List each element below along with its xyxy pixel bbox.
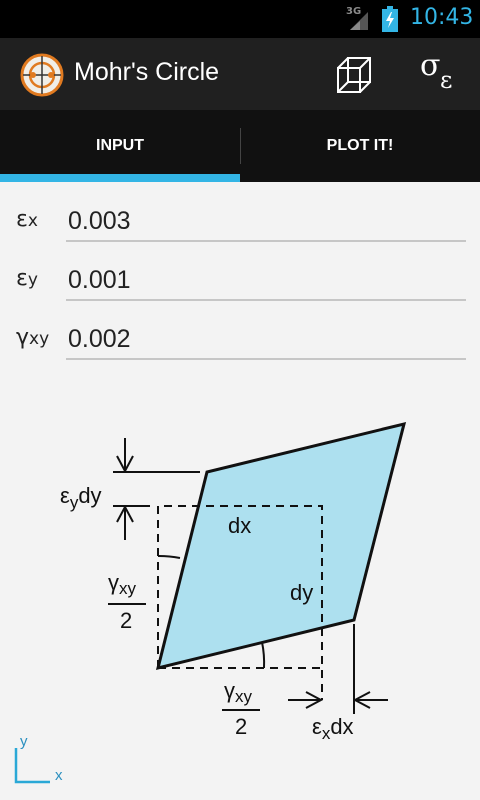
epsilon-y-input[interactable] <box>66 261 466 301</box>
app-title: Mohr's Circle <box>74 58 220 86</box>
two-label: 2 <box>235 714 247 739</box>
tab-selected-indicator <box>0 174 240 182</box>
label-part: xy <box>119 579 137 598</box>
original-element-outline <box>157 505 323 700</box>
label-part: xy <box>235 687 253 706</box>
epsilon-y-subscript: y <box>27 270 38 290</box>
cube-icon[interactable] <box>330 52 378 98</box>
strain-element-diagram: εydy dx dy γxy 2 γxy 2 εxdx y x <box>14 421 407 784</box>
signal-strength-icon <box>350 12 368 30</box>
epsilon-y-dy-label: εydy <box>60 483 102 512</box>
epsilon-y-label: εy <box>16 266 38 291</box>
epsilon-x-dx-label: εxdx <box>312 714 354 743</box>
epsilon-x-label: εx <box>16 207 38 232</box>
gamma-xy-subscript: xy <box>29 329 50 349</box>
tab-input[interactable]: INPUT <box>96 137 144 154</box>
label-part: y <box>70 493 79 512</box>
label-part: ε <box>312 714 322 739</box>
label-part: γ <box>224 678 235 703</box>
network-type-label: 3G <box>346 6 362 17</box>
sigma-symbol: σ <box>420 48 441 83</box>
sigma-epsilon-icon[interactable]: σ ε <box>410 44 474 104</box>
gamma-xy-label: γxy <box>16 325 49 350</box>
gamma-xy-input[interactable] <box>66 320 466 360</box>
arrow-down-icon <box>116 455 134 474</box>
tab-plot-it[interactable]: PLOT IT! <box>326 137 394 154</box>
arrow-up-icon <box>116 504 134 523</box>
app-logo-icon[interactable] <box>20 53 64 97</box>
status-bar: 3G 10:43 <box>0 0 480 38</box>
gamma-xy-symbol: γ <box>16 325 30 350</box>
shear-angle-arc-bottom <box>261 641 266 669</box>
gamma-xy-half-label-bottom: γxy <box>224 678 253 706</box>
epsilon-symbol: ε <box>440 66 453 94</box>
shear-angle-arc-top <box>157 554 181 559</box>
dy-label: dy <box>290 580 313 605</box>
gamma-xy-half-label-left: γxy <box>108 570 137 598</box>
epsilon-x-input[interactable] <box>66 202 466 242</box>
label-part: ε <box>60 483 70 508</box>
label-part: x <box>322 724 331 743</box>
arrow-right-icon <box>305 691 324 709</box>
label-part: dx <box>330 714 353 739</box>
arrow-left-icon <box>352 691 371 709</box>
axis-x-label: x <box>55 767 63 784</box>
tab-divider <box>240 128 241 164</box>
action-bar: Mohr's Circle σ ε <box>0 38 480 110</box>
epsilon-x-symbol: ε <box>16 207 28 232</box>
axes-indicator-icon <box>14 748 50 784</box>
two-label: 2 <box>120 608 132 633</box>
label-part: dy <box>78 483 101 508</box>
dx-label: dx <box>228 513 251 538</box>
clock: 10:43 <box>410 5 474 30</box>
deformed-element-shape <box>155 421 407 671</box>
label-part: γ <box>108 570 119 595</box>
battery-charging-icon <box>382 6 398 32</box>
axis-y-label: y <box>20 733 28 750</box>
tab-bar: INPUT PLOT IT! <box>0 110 480 182</box>
epsilon-y-symbol: ε <box>16 266 28 291</box>
epsilon-x-subscript: x <box>27 211 38 231</box>
